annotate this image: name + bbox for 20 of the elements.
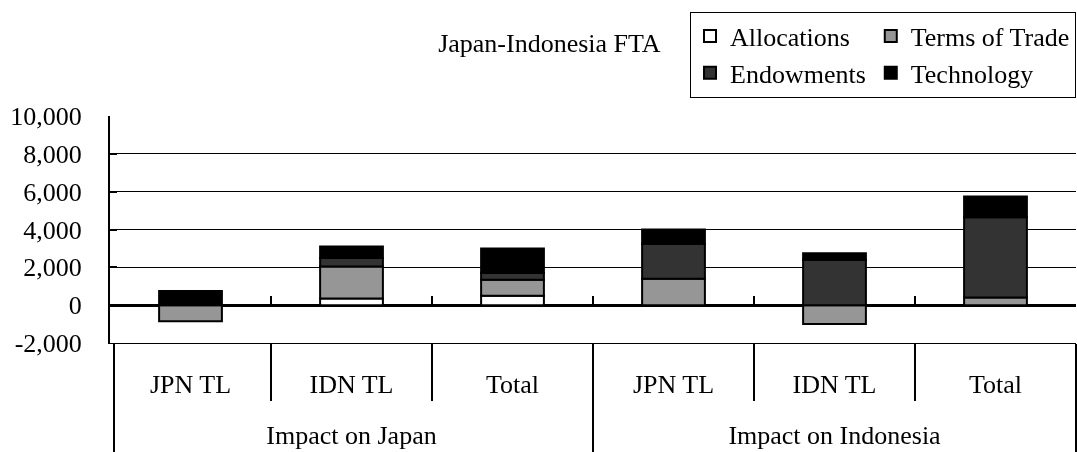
legend-label: Endowments: [730, 59, 866, 89]
y-tick-label: 0: [68, 291, 82, 321]
y-tick-label: 4,000: [23, 215, 82, 245]
x-tick-label: IDN TL: [309, 370, 394, 400]
x-tick-label: Total: [968, 370, 1023, 400]
y-tick-label: 10,000: [10, 102, 82, 132]
x-tick-label: Total: [485, 370, 540, 400]
y-tick-label: 8,000: [23, 139, 82, 169]
legend-label: Technology: [910, 59, 1034, 89]
chart-title: Japan-Indonesia FTA: [438, 29, 661, 59]
legend-label: Terms of Trade: [910, 23, 1070, 53]
y-tick-label: 2,000: [23, 253, 82, 283]
x-tick-label: JPN TL: [149, 370, 232, 400]
x-tick-label: JPN TL: [632, 370, 715, 400]
text: Impact on Indonesia: [728, 421, 942, 451]
y-tick-label: -2,000: [14, 329, 82, 359]
legend-label: Allocations: [730, 23, 850, 53]
y-tick-label: 6,000: [23, 177, 82, 207]
text: Impact on Japan: [266, 421, 437, 451]
x-tick-label: IDN TL: [792, 370, 877, 400]
